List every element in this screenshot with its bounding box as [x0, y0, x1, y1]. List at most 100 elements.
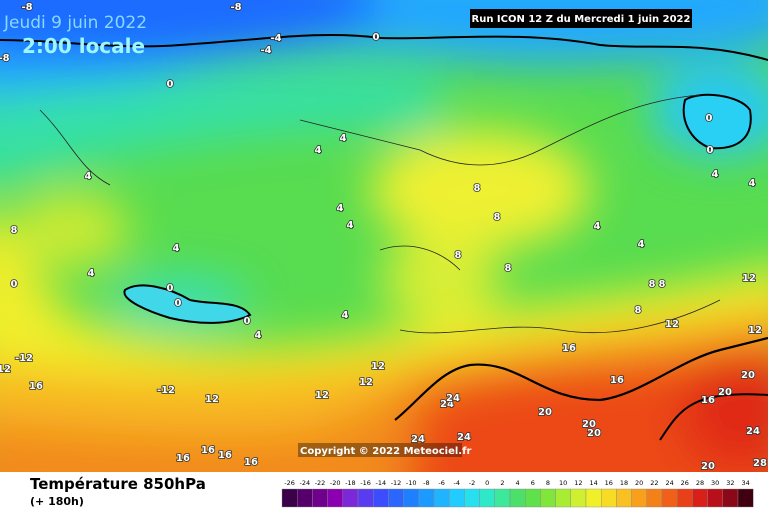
legend-tick-label: -8 [423, 479, 429, 487]
contour-label: 0 [244, 316, 251, 327]
time: 2:00 locale [22, 34, 145, 58]
contour-label: 8 [494, 212, 501, 223]
legend-swatch [297, 488, 313, 508]
contour-labels: -8-8-4-4-8004448844448000044884400448812… [0, 1, 768, 473]
legend-swatch [601, 488, 617, 508]
contour-label: 12 [748, 325, 762, 336]
contour-label: 4 [88, 268, 95, 279]
contour-label: 4 [173, 243, 180, 254]
legend-tick-label: -22 [315, 479, 326, 487]
legend-tick-label: 30 [711, 479, 719, 487]
legend-swatch [509, 488, 526, 508]
legend-tick-label: 34 [741, 479, 749, 487]
contour-label: 12 [665, 319, 679, 330]
legend-tick-label: -6 [438, 479, 444, 487]
contour-label: 0 [167, 79, 174, 90]
contour-label: 4 [347, 220, 354, 231]
contour-label: 8 [635, 305, 642, 316]
contour-label: 0 [706, 113, 713, 124]
legend-tick-label: 14 [589, 479, 597, 487]
legend-tick-label: -4 [454, 479, 460, 487]
legend-tick-label: -20 [330, 479, 341, 487]
contour-label: 20 [741, 370, 755, 381]
contour-label: -4 [270, 33, 281, 44]
contour-label: 8 [474, 183, 481, 194]
contour-label: 4 [594, 221, 601, 232]
legend-swatch [433, 488, 450, 508]
legend-tick-label: 4 [516, 479, 520, 487]
legend-swatch [555, 488, 571, 508]
legend-swatch [312, 488, 328, 508]
contour-label: 24 [446, 393, 460, 404]
contour-label: 8 [659, 279, 666, 290]
contour-label: 16 [701, 395, 715, 406]
legend-swatch [585, 488, 602, 508]
contour-label: 12 [315, 390, 329, 401]
legend-swatch [722, 488, 739, 508]
contour-label: 4 [342, 310, 349, 321]
legend-tick-label: 22 [650, 479, 658, 487]
legend-swatch [388, 488, 404, 508]
legend-tick-label: 16 [605, 479, 613, 487]
contour-label: 16 [562, 343, 576, 354]
date: Jeudi 9 juin 2022 [3, 13, 147, 33]
contour-label: 28 [753, 458, 767, 469]
legend-swatch [449, 488, 465, 508]
legend-tick-label: 10 [559, 479, 567, 487]
legend-swatch [327, 488, 344, 508]
legend-swatch [494, 488, 511, 508]
contour-label: -12 [15, 353, 33, 364]
contour-label: -8 [21, 2, 32, 13]
legend-swatch [342, 488, 359, 508]
legend-tick-label: 24 [665, 479, 673, 487]
contour-label: 16 [244, 457, 258, 468]
contour-label: 12 [0, 364, 11, 375]
contour-label: -12 [157, 385, 175, 396]
contour-label: 4 [638, 239, 645, 250]
legend-swatch [707, 488, 723, 508]
legend: -26 -24 -22 -20 -18 -16 -14 -12 -10 -8 -6 -4 -2 0 2 4 6 8… [281, 479, 754, 508]
legend-swatch [418, 488, 435, 508]
contour-label: 12 [205, 394, 219, 405]
legend-tick-label: -2 [469, 479, 475, 487]
contour-label: 20 [538, 407, 552, 418]
contour-label: 24 [746, 426, 760, 437]
contour-label: 4 [337, 203, 344, 214]
contour-label: 20 [701, 461, 715, 472]
contour-label: 16 [176, 453, 190, 464]
contour-label: 8 [505, 263, 512, 274]
legend-tick-label: -16 [360, 479, 371, 487]
legend-tick-label: 32 [726, 479, 734, 487]
legend-tick-label: 6 [531, 479, 535, 487]
legend-swatch [631, 488, 647, 508]
contour-label: 0 [167, 283, 174, 294]
legend-tick-label: -18 [345, 479, 356, 487]
legend-swatch [646, 488, 663, 508]
contour-label: 4 [85, 171, 92, 182]
legend-tick-label: 26 [681, 479, 689, 487]
legend-swatch [677, 488, 693, 508]
legend-tick-label: -24 [299, 479, 310, 487]
contour-label: 12 [359, 377, 373, 388]
contour-label: 24 [411, 434, 425, 445]
copyright: Copyright © 2022 Meteociel.fr [300, 446, 471, 457]
contour-label: 0 [373, 32, 380, 43]
contour-label: 20 [587, 428, 601, 439]
contour-label: -4 [260, 45, 271, 56]
contour-label: 24 [440, 399, 454, 410]
copyright-box [298, 443, 462, 457]
contour-label: 16 [29, 381, 43, 392]
legend-swatch [373, 488, 389, 508]
legend-swatch [570, 488, 587, 508]
legend-tick-label: 2 [500, 479, 504, 487]
legend-swatch [464, 488, 480, 508]
legend-swatch [357, 488, 374, 508]
run-box [470, 9, 692, 28]
legend-tick-label: 28 [696, 479, 704, 487]
legend-tick-label: 18 [620, 479, 628, 487]
contour-label: 8 [11, 225, 18, 236]
contour-label: 8 [649, 279, 656, 290]
